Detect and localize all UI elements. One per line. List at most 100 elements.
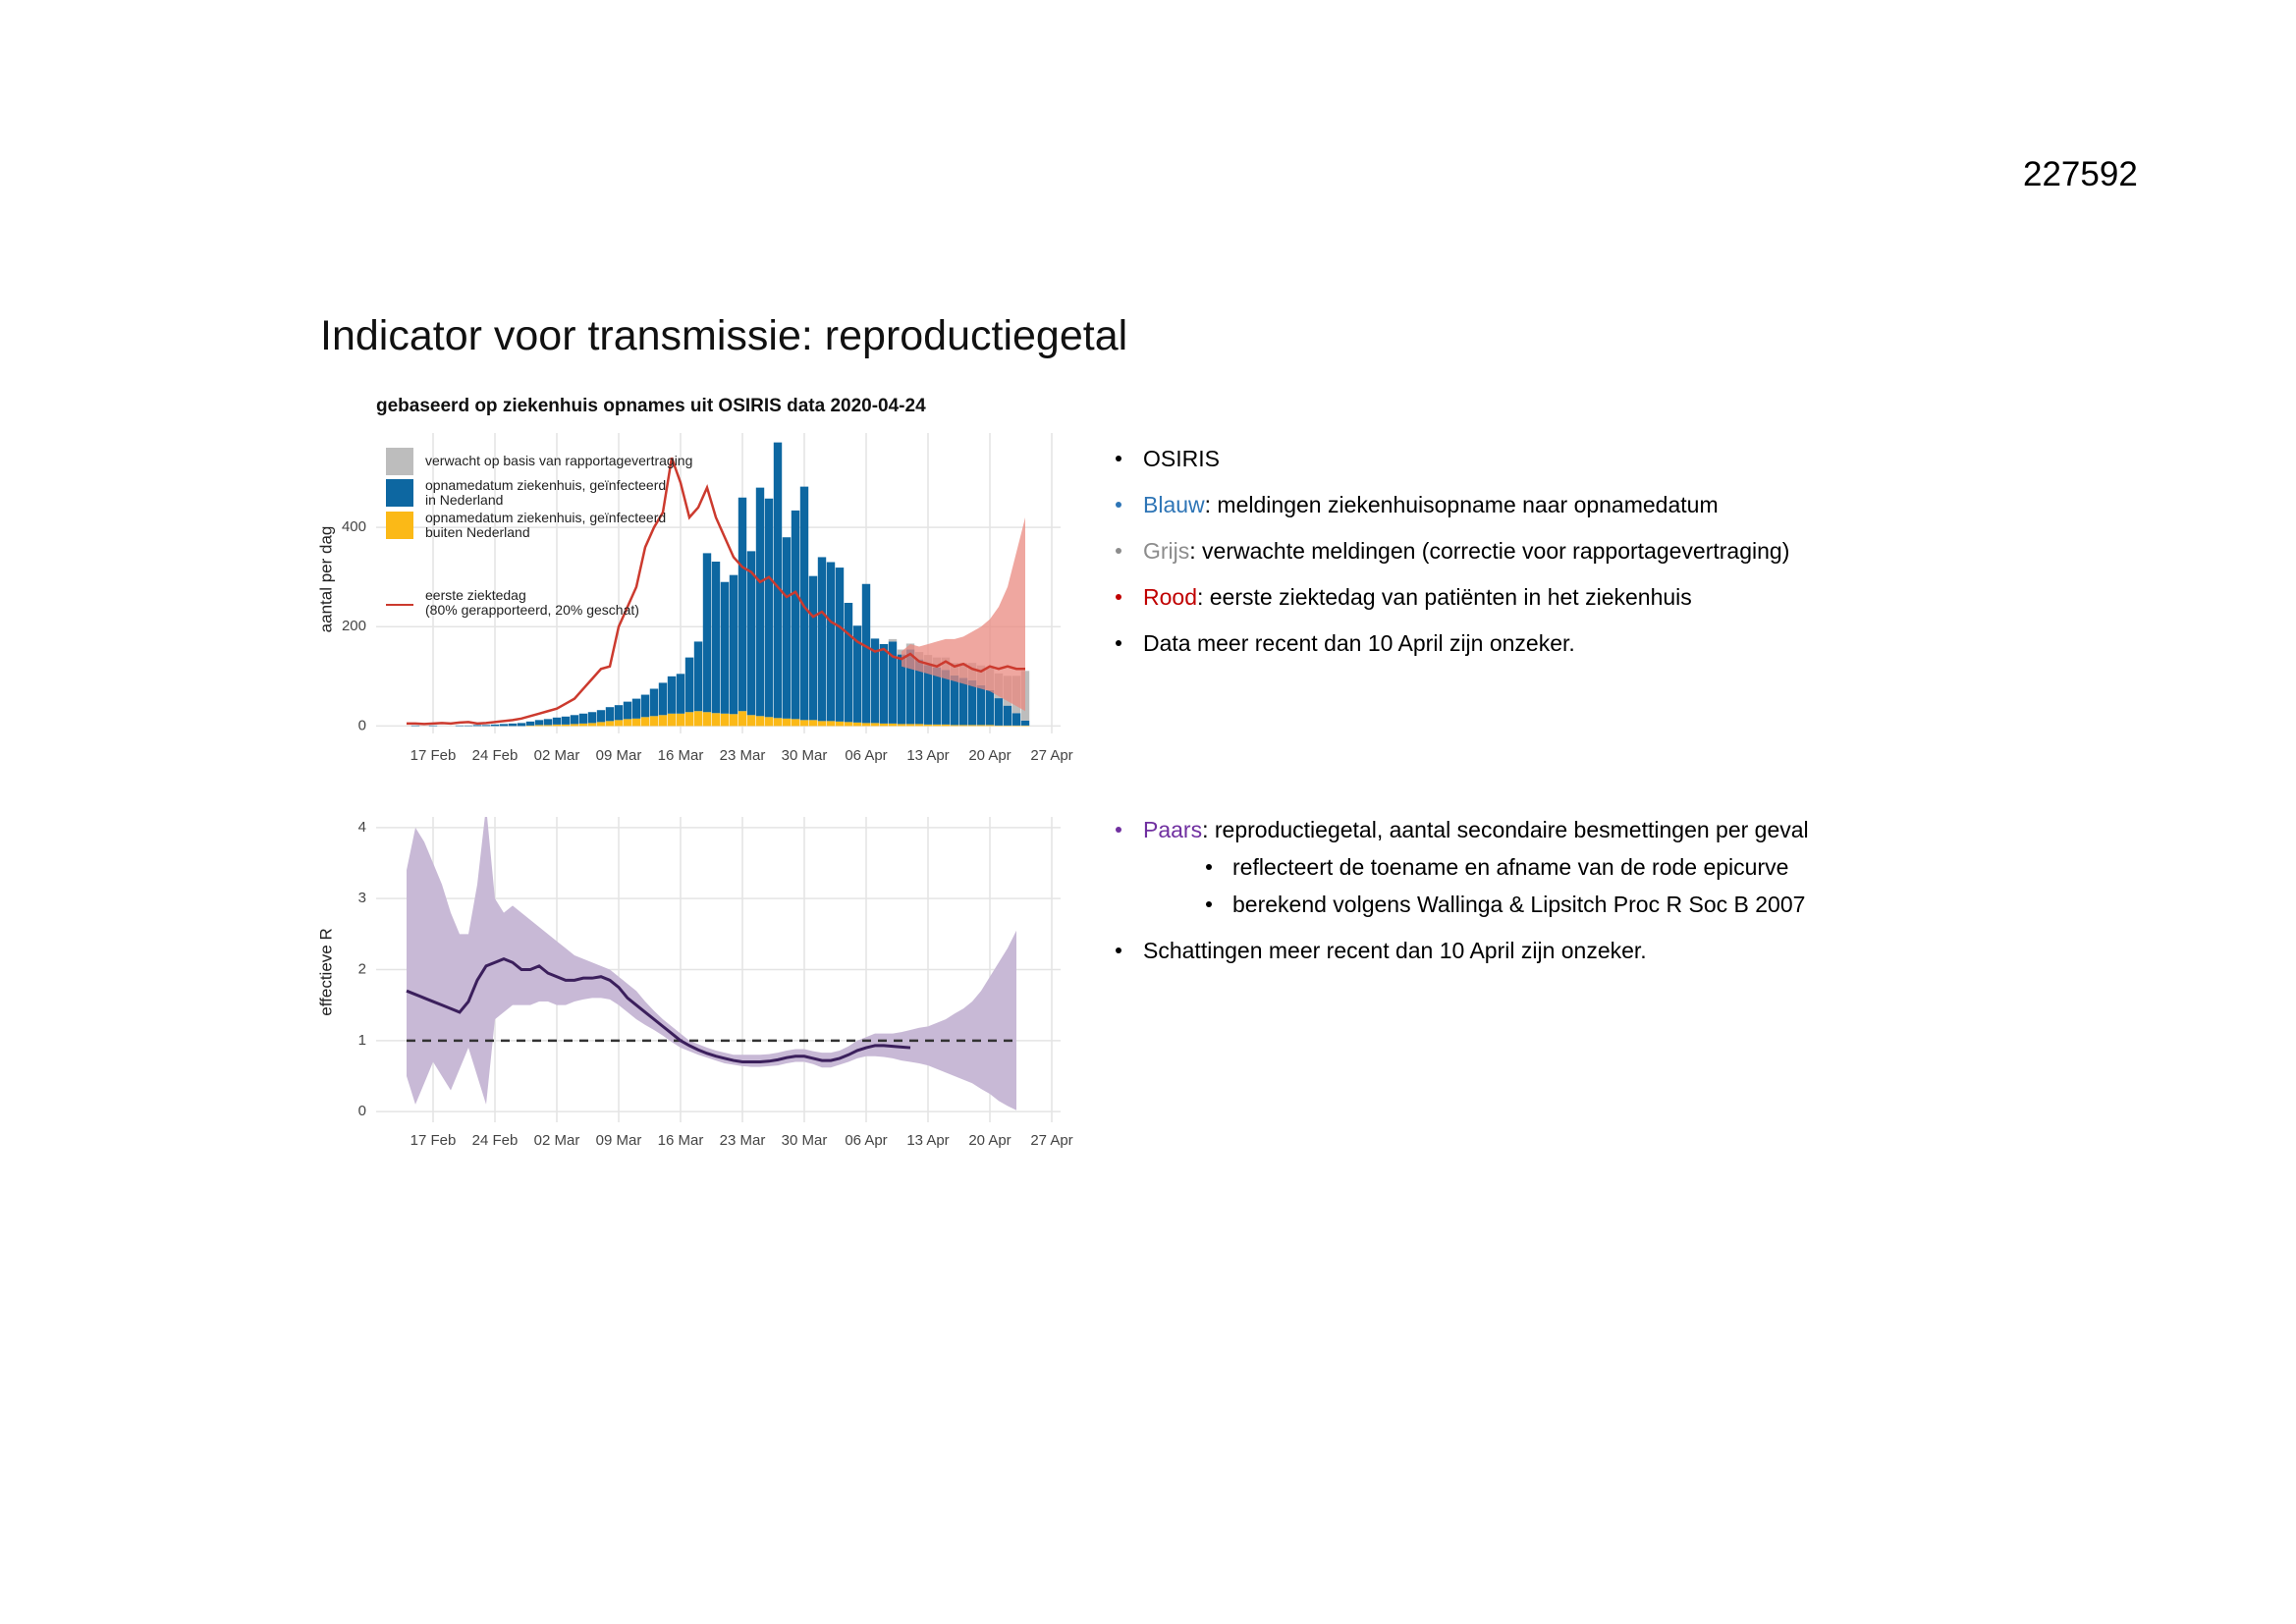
y-tick-label: 4 bbox=[358, 819, 366, 836]
bar bbox=[570, 724, 579, 727]
bar bbox=[1011, 725, 1021, 727]
bar bbox=[861, 583, 871, 724]
bar bbox=[791, 719, 800, 727]
line bbox=[407, 457, 1025, 726]
bar bbox=[746, 551, 756, 716]
bar bbox=[525, 725, 535, 727]
y-tick-label: 200 bbox=[342, 618, 366, 634]
bar bbox=[905, 724, 915, 727]
notes: Paars: reproductiegetal, aantal secondai… bbox=[1116, 815, 1882, 982]
x-tick-label: 16 Mar bbox=[658, 747, 704, 764]
bar bbox=[746, 715, 756, 727]
chart-title: gebaseerd op ziekenhuis opnames uit OSIR… bbox=[376, 396, 926, 416]
bullet-item: Schattingen meer recent dan 10 April zij… bbox=[1116, 936, 1831, 965]
bar bbox=[799, 486, 809, 721]
bullet-item: OSIRIS bbox=[1116, 444, 1831, 473]
bullet-text: Schattingen meer recent dan 10 April zij… bbox=[1143, 938, 1647, 963]
bar bbox=[552, 724, 562, 727]
confidence-band bbox=[902, 516, 1025, 712]
bar bbox=[481, 725, 491, 727]
bullet-item: Rood: eerste ziektedag van patiënten in … bbox=[1116, 582, 1831, 612]
bar bbox=[994, 725, 1004, 727]
bar bbox=[640, 717, 650, 727]
sub-bullet-text: reflecteert de toename en afname van de … bbox=[1232, 854, 1789, 880]
bullet-text: : verwachte meldingen (correctie voor ra… bbox=[1189, 538, 1790, 564]
bar bbox=[773, 442, 783, 719]
bar bbox=[932, 667, 942, 725]
bar bbox=[932, 724, 942, 727]
bar bbox=[1003, 705, 1012, 726]
bar bbox=[649, 688, 659, 717]
bar bbox=[490, 724, 500, 727]
y-tick-label: 3 bbox=[358, 890, 366, 906]
bar bbox=[994, 698, 1004, 726]
plot-area bbox=[407, 442, 1030, 727]
legend-label: opnamedatum ziekenhuis, geïnfecteerd bui… bbox=[425, 510, 667, 540]
bar bbox=[455, 725, 465, 727]
bar bbox=[888, 641, 898, 724]
bar bbox=[658, 682, 668, 716]
sub-bullet-text: berekend volgens Wallinga & Lipsitch Pro… bbox=[1232, 892, 1806, 917]
bullet bbox=[1116, 548, 1121, 554]
bar bbox=[976, 684, 986, 726]
bar bbox=[693, 711, 703, 727]
bar bbox=[914, 724, 924, 727]
bar bbox=[764, 717, 774, 727]
y-tick-label: 0 bbox=[358, 1103, 366, 1119]
page-number: 227592 bbox=[2023, 155, 2138, 193]
bar bbox=[720, 713, 730, 727]
x-tick-label: 17 Feb bbox=[410, 747, 457, 764]
x-tick-label: 02 Mar bbox=[534, 1132, 580, 1149]
bullet-label: Blauw bbox=[1143, 492, 1205, 517]
bar bbox=[472, 725, 482, 727]
bar bbox=[755, 487, 765, 717]
legend-label: verwacht op basis van rapportagevertragi… bbox=[425, 453, 693, 468]
bullet-item: Data meer recent dan 10 April zijn onzek… bbox=[1116, 628, 1831, 658]
y-tick-label: 400 bbox=[342, 518, 366, 535]
bar bbox=[1020, 720, 1030, 726]
bar bbox=[517, 723, 526, 727]
bar bbox=[667, 676, 677, 714]
bullet bbox=[1116, 594, 1121, 600]
bar bbox=[667, 713, 677, 727]
bar bbox=[967, 679, 977, 726]
bar bbox=[605, 721, 615, 727]
bar bbox=[738, 711, 747, 727]
plot: 17 Feb 24 Feb 02 Mar 09 Mar 16 Mar 23 Mar 30 M… bbox=[316, 817, 1073, 1149]
bar bbox=[658, 715, 668, 727]
bar bbox=[808, 575, 818, 721]
bar bbox=[817, 721, 827, 727]
x-tick-label: 17 Feb bbox=[410, 1132, 457, 1149]
slide-title: Indicator voor transmissie: reproductieg… bbox=[320, 312, 1128, 359]
x-tick-label: 30 Mar bbox=[782, 747, 828, 764]
bar bbox=[852, 625, 862, 723]
confidence-band bbox=[407, 817, 1016, 1110]
bar bbox=[623, 719, 632, 727]
bar bbox=[844, 722, 853, 727]
bullet bbox=[1116, 947, 1121, 953]
bar bbox=[684, 657, 694, 713]
bar bbox=[729, 714, 738, 727]
bullet-text: : eerste ziektedag van patiënten in het … bbox=[1196, 584, 1692, 610]
legend-swatch bbox=[386, 512, 413, 539]
bar bbox=[950, 725, 959, 727]
bar bbox=[950, 675, 959, 726]
bar bbox=[879, 723, 889, 727]
bullet bbox=[1206, 864, 1212, 870]
x-tick-label: 24 Feb bbox=[472, 1132, 519, 1149]
bar bbox=[534, 725, 544, 727]
bullet-item: Paars: reproductiegetal, aantal secondai… bbox=[1116, 815, 1831, 919]
bar bbox=[578, 723, 588, 727]
bar bbox=[578, 713, 588, 724]
bar bbox=[1020, 725, 1030, 727]
bar bbox=[888, 723, 898, 727]
bar bbox=[985, 725, 995, 727]
bar bbox=[799, 720, 809, 727]
bar bbox=[941, 670, 951, 725]
bar bbox=[773, 718, 783, 727]
x-tick-label: 30 Mar bbox=[782, 1132, 828, 1149]
bar bbox=[1003, 725, 1012, 727]
bar bbox=[923, 724, 933, 727]
bar bbox=[702, 553, 712, 713]
